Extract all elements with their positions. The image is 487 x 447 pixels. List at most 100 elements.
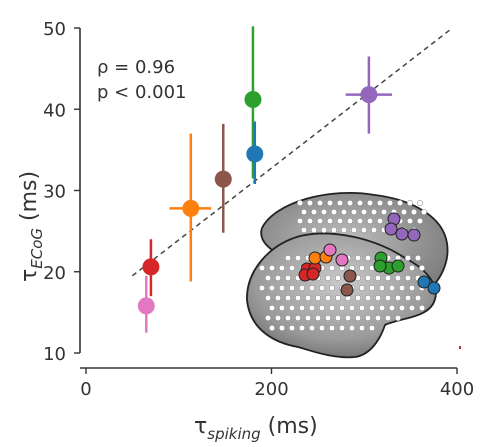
colored-electrode <box>323 243 337 257</box>
electrode-contact <box>274 294 282 302</box>
electrode-contact <box>346 217 354 225</box>
electrode-contact <box>368 304 376 312</box>
fit-line <box>131 27 453 277</box>
electrode-contact <box>344 314 352 322</box>
y-axis-title-main: τ <box>17 269 42 282</box>
rho-annotation: ρ = 0.96 <box>97 57 175 78</box>
electrode-contact <box>386 199 394 207</box>
electrode-contact <box>326 199 334 207</box>
electrode-contact <box>296 217 304 225</box>
electrode-contact <box>298 324 306 332</box>
electrode-contact <box>278 284 286 292</box>
electrode-contact <box>420 208 428 216</box>
electrode-contact <box>368 284 376 292</box>
data-point <box>142 239 160 297</box>
colored-electrode <box>395 227 409 241</box>
point-marker <box>142 258 160 276</box>
y-tick-label: 40 <box>43 100 66 121</box>
x-tick-label: 0 <box>80 379 91 400</box>
electrode-contact <box>330 208 338 216</box>
electrode-contact <box>364 294 372 302</box>
electrode-contact <box>400 208 408 216</box>
y-tick-label: 20 <box>43 263 66 284</box>
electrode-contact <box>310 208 318 216</box>
point-marker <box>246 145 264 163</box>
electrode-contact <box>296 199 304 207</box>
electrode-contact <box>408 304 416 312</box>
electrode-contact <box>388 284 396 292</box>
electrode-contact <box>406 217 414 225</box>
point-marker <box>137 297 155 315</box>
electrode-contact <box>360 208 368 216</box>
electrode-contact <box>268 284 276 292</box>
electrode-contact <box>418 264 426 272</box>
electrode-contact <box>350 208 358 216</box>
electrode-contact <box>324 274 332 282</box>
electrode-contact <box>388 304 396 312</box>
electrode-contact <box>366 217 374 225</box>
electrode-contact <box>358 264 366 272</box>
electrode-contact <box>374 294 382 302</box>
electrode-contact <box>320 226 328 234</box>
electrode-contact <box>258 284 266 292</box>
electrode-contact <box>376 199 384 207</box>
electrode-contact <box>354 294 362 302</box>
electrode-contact <box>414 294 422 302</box>
point-marker <box>244 91 262 108</box>
electrode-contact <box>408 284 416 292</box>
electrode-contact <box>336 217 344 225</box>
electrode-contact <box>368 324 376 332</box>
electrode-contact <box>358 284 366 292</box>
electrode-contact <box>356 217 364 225</box>
electrode-contact <box>278 324 286 332</box>
electrode-contact <box>310 226 318 234</box>
data-point <box>137 275 155 333</box>
electrode-contact <box>384 314 392 322</box>
data-point <box>345 56 393 134</box>
electrode-contact <box>334 294 342 302</box>
electrode-contact <box>370 226 378 234</box>
x-axis-title: τspiking (ms) <box>194 414 318 443</box>
p-value-annotation: p < 0.001 <box>97 82 186 103</box>
electrode-contact <box>284 314 292 322</box>
electrode-contact <box>394 314 402 322</box>
electrode-contact <box>338 304 346 312</box>
electrode-contact <box>364 274 372 282</box>
electrode-contact <box>314 314 322 322</box>
electrode-contact <box>348 304 356 312</box>
electrode-contact <box>354 314 362 322</box>
colored-electrode <box>391 259 405 273</box>
electrode-contact <box>306 217 314 225</box>
electrode-contact <box>380 208 388 216</box>
electrode-contact <box>358 304 366 312</box>
electrode-contact <box>404 294 412 302</box>
electrode-contact <box>330 226 338 234</box>
electrode-contact <box>364 254 372 262</box>
electrode-contact <box>328 284 336 292</box>
electrode-contact <box>404 254 412 262</box>
electrode-contact <box>288 284 296 292</box>
electrode-contact <box>268 264 276 272</box>
electrode-contact <box>318 324 326 332</box>
data-point <box>246 121 264 184</box>
electrode-contact <box>350 226 358 234</box>
electrode-contact <box>274 274 282 282</box>
electrode-contact <box>264 314 272 322</box>
electrode-contact <box>308 304 316 312</box>
electrode-contact <box>304 314 312 322</box>
colored-electrode <box>335 253 349 267</box>
electrode-contact <box>346 199 354 207</box>
electrode-contact <box>374 314 382 322</box>
electrode-contact <box>328 304 336 312</box>
electrode-contact <box>278 264 286 272</box>
electrode-contact <box>268 324 276 332</box>
electrode-contact <box>338 324 346 332</box>
point-marker <box>360 86 378 104</box>
colored-electrode <box>373 259 387 273</box>
electrode-contact <box>404 274 412 282</box>
brain-inset-image <box>246 191 449 359</box>
electrode-contact <box>374 274 382 282</box>
electrode-contact <box>370 208 378 216</box>
colored-electrode <box>306 267 320 281</box>
